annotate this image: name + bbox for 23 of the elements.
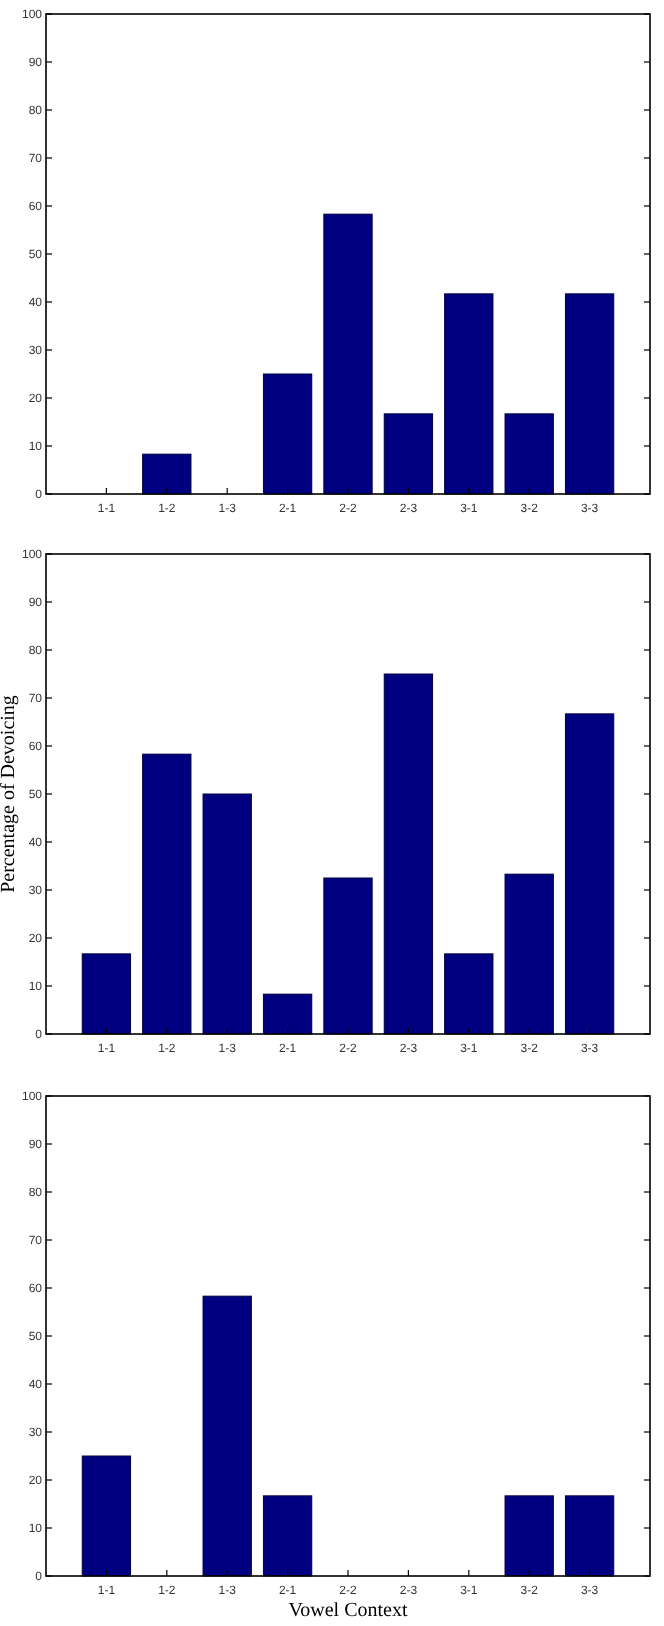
- bar: [142, 753, 192, 1035]
- bar: [564, 1495, 615, 1577]
- bar: [444, 953, 494, 1035]
- bar: [564, 713, 615, 1035]
- bar: [504, 413, 554, 495]
- bar: [504, 1495, 554, 1577]
- bar: [81, 1455, 132, 1577]
- bar: [383, 413, 434, 495]
- x-axis-title: Vowel Context: [288, 1600, 408, 1622]
- bar: [383, 673, 434, 1035]
- bar: [444, 293, 494, 495]
- bar: [262, 1495, 313, 1577]
- bar: [202, 793, 252, 1035]
- bar: [564, 293, 615, 495]
- bar: [262, 373, 313, 495]
- bar: [81, 953, 132, 1035]
- bar: [323, 213, 373, 495]
- bar: [262, 993, 313, 1035]
- bar: [323, 877, 373, 1035]
- bar: [504, 873, 554, 1035]
- y-axis-title: Percentage of Devoicing: [0, 695, 20, 893]
- bar: [202, 1295, 252, 1577]
- bar: [142, 453, 192, 495]
